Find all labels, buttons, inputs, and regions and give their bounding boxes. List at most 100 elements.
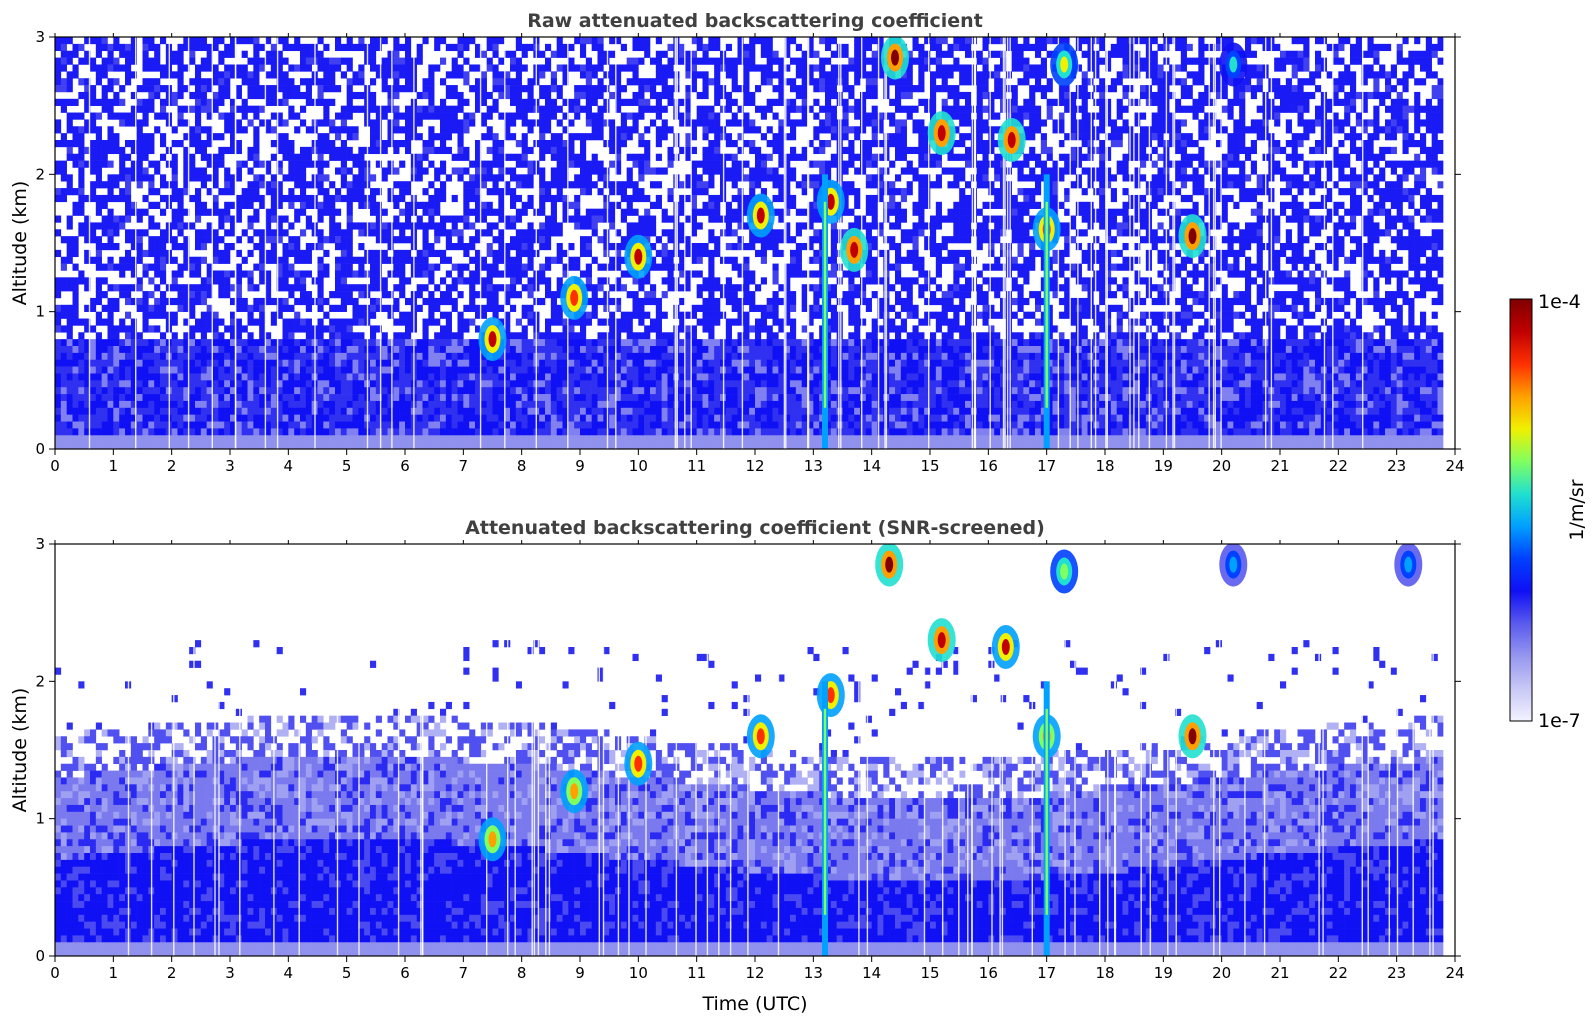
field-cell <box>451 229 458 237</box>
field-cell <box>638 229 645 237</box>
field-cell <box>1402 140 1409 148</box>
field-cell <box>860 119 867 127</box>
field-cell <box>276 188 283 196</box>
field-cell <box>84 57 91 65</box>
field-cell <box>1087 256 1094 264</box>
field-cell <box>78 194 85 203</box>
field-cell <box>253 91 260 100</box>
field-cell <box>1023 153 1030 161</box>
field-cell <box>241 229 248 237</box>
field-cell <box>148 263 155 271</box>
field-cell <box>300 78 307 86</box>
field-cell <box>871 236 878 244</box>
field-cell <box>784 201 791 209</box>
field-cell <box>253 50 260 58</box>
field-cell <box>346 201 353 209</box>
field-cell <box>1385 188 1392 196</box>
field-cell <box>422 153 429 161</box>
field-cell <box>1437 78 1444 86</box>
field-cell <box>270 201 277 209</box>
field-cell <box>1431 133 1438 141</box>
field-cell <box>1227 229 1234 237</box>
field-cell <box>1198 105 1205 113</box>
field-cell <box>725 133 732 141</box>
field-cell <box>399 71 406 79</box>
field-cell <box>370 78 377 86</box>
field-cell <box>72 140 79 148</box>
field-cell <box>1070 133 1077 141</box>
field-cell <box>352 153 359 161</box>
field-cell <box>259 85 266 93</box>
field-cell <box>1402 71 1409 79</box>
field-cell <box>970 133 977 141</box>
field-cell <box>603 263 610 271</box>
field-cell <box>486 57 493 65</box>
field-cell <box>440 160 447 168</box>
field-cell <box>965 236 972 244</box>
field-cell <box>113 222 120 230</box>
field-cell <box>965 43 972 52</box>
field-cell <box>976 91 983 100</box>
field-cell <box>1087 167 1094 175</box>
field-cell <box>370 43 377 52</box>
field-cell <box>900 126 907 134</box>
field-cell <box>1093 188 1100 196</box>
field-cell <box>1122 222 1129 230</box>
field-cell <box>1285 243 1292 251</box>
field-cell <box>270 256 277 264</box>
field-cell <box>235 64 242 72</box>
field-cell <box>1221 256 1228 264</box>
field-cell <box>708 174 715 182</box>
field-cell <box>1402 215 1409 223</box>
field-cell <box>136 167 143 175</box>
field-cell <box>667 98 674 106</box>
field-cell <box>690 249 697 258</box>
field-cell <box>1052 126 1059 134</box>
field-cell <box>78 222 85 230</box>
field-cell <box>148 201 155 209</box>
field-cell <box>1029 256 1036 264</box>
field-cell <box>988 37 995 45</box>
field-cell <box>60 236 67 244</box>
field-cell <box>434 64 441 72</box>
field-cell <box>288 140 295 148</box>
field-cell <box>609 160 616 168</box>
field-cell <box>119 112 126 120</box>
field-cell <box>615 85 622 93</box>
field-cell <box>200 37 207 45</box>
field-cell <box>510 133 517 141</box>
field-cell <box>405 64 412 72</box>
field-cell <box>1315 222 1322 230</box>
field-cell <box>778 249 785 258</box>
field-cell <box>224 256 231 264</box>
field-cell <box>994 194 1001 203</box>
field-cell <box>230 105 237 113</box>
field-cell <box>935 57 942 65</box>
field-cell <box>475 194 482 203</box>
field-cell <box>1128 126 1135 134</box>
field-cell <box>235 208 242 216</box>
field-cell <box>1332 85 1339 93</box>
field-cell <box>685 71 692 79</box>
field-cell <box>504 71 511 79</box>
field-cell <box>644 222 651 230</box>
field-cell <box>877 222 884 230</box>
field-cell <box>830 37 837 45</box>
field-cell <box>1180 181 1187 189</box>
field-cell <box>696 174 703 182</box>
field-cell <box>1344 112 1351 120</box>
field-cell <box>597 188 604 196</box>
field-cell <box>1297 112 1304 120</box>
field-cell <box>323 64 330 72</box>
field-cell <box>918 98 925 106</box>
field-cell <box>1081 188 1088 196</box>
field-cell <box>1414 153 1421 161</box>
field-cell <box>1250 91 1257 100</box>
field-cell <box>259 229 266 237</box>
field-cell <box>935 256 942 264</box>
field-cell <box>416 167 423 175</box>
field-cell <box>988 201 995 209</box>
field-cell <box>1005 112 1012 120</box>
field-cell <box>1110 188 1117 196</box>
